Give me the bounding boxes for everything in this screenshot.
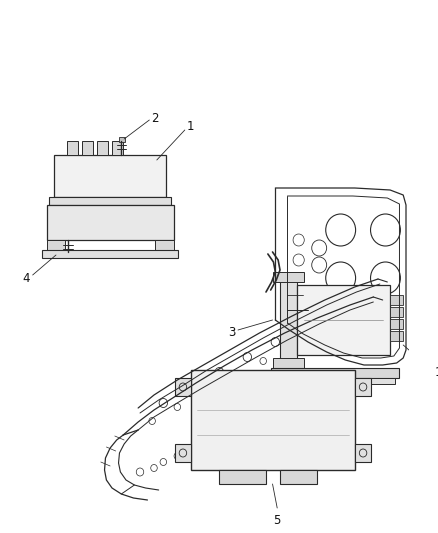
Bar [112, 141, 123, 155]
Text: 1: 1 [187, 120, 194, 133]
Bar [174, 444, 191, 462]
Bar [355, 378, 371, 396]
Bar [219, 470, 266, 484]
Bar [390, 295, 403, 305]
Bar [54, 155, 166, 197]
Bar [174, 378, 191, 396]
Bar [272, 272, 304, 282]
Bar [390, 331, 403, 341]
Bar [82, 141, 93, 155]
Bar [280, 470, 318, 484]
Bar [47, 240, 65, 250]
Bar [97, 141, 108, 155]
Text: 5: 5 [273, 514, 281, 527]
Text: 2: 2 [151, 112, 159, 125]
Bar [297, 285, 390, 355]
Bar [49, 197, 171, 205]
Bar [390, 319, 403, 329]
Text: 4: 4 [22, 271, 30, 285]
Bar [276, 378, 395, 384]
Bar [292, 298, 313, 327]
Bar [67, 141, 78, 155]
Bar [280, 280, 297, 360]
Text: 1: 1 [435, 367, 438, 379]
Bar [191, 370, 355, 470]
Bar [272, 358, 304, 368]
Bar [119, 137, 125, 142]
Text: 3: 3 [228, 326, 235, 338]
Bar [42, 250, 178, 258]
Bar [290, 295, 315, 330]
Bar [271, 368, 399, 378]
Bar [390, 307, 403, 317]
Bar [355, 444, 371, 462]
Bar [155, 240, 173, 250]
Bar [47, 205, 173, 240]
